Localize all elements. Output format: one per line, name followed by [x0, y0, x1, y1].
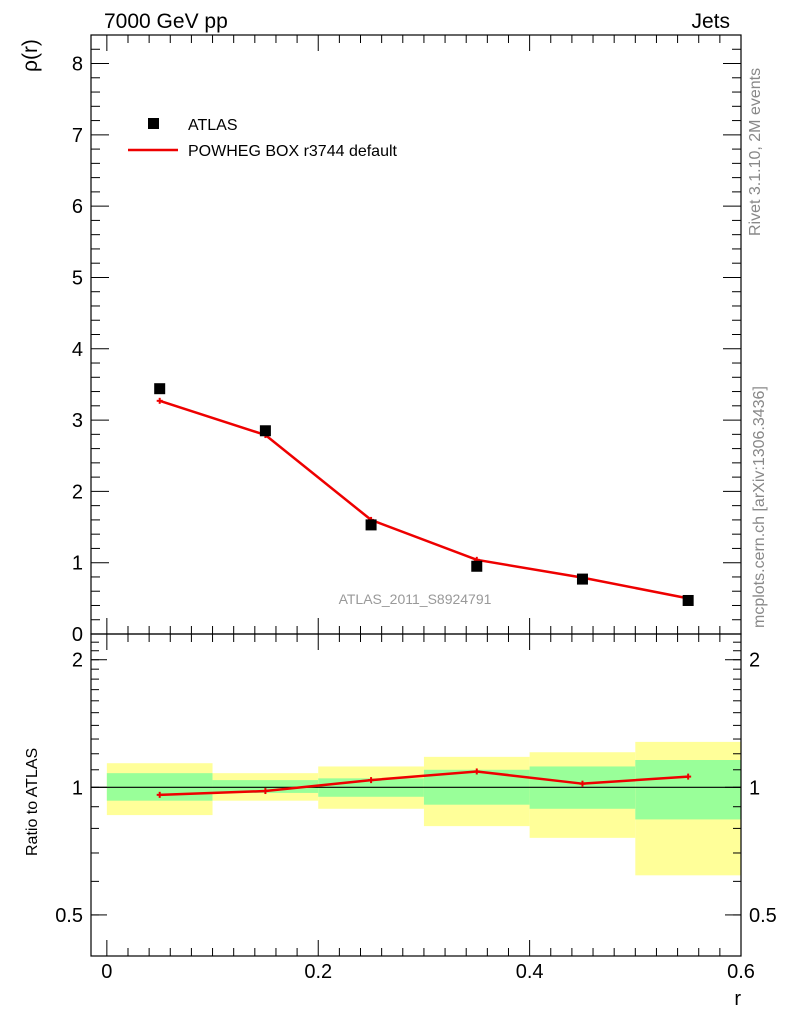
- main-y-tick-label: 0: [72, 624, 83, 646]
- legend: ATLAS POWHEG BOX r3744 default: [128, 117, 398, 160]
- ratio-y-tick-label-right: 0.5: [749, 905, 777, 927]
- ratio-y-tick-label-right: 2: [749, 650, 760, 672]
- ratio-inner-uncertainty-band: [212, 780, 319, 793]
- atlas-data-point: [576, 573, 588, 585]
- ratio-inner-uncertainty-band: [635, 760, 741, 820]
- ratio-y-tick-label-left: 1: [72, 777, 83, 799]
- main-y-tick-label: 6: [72, 196, 83, 218]
- x-tick-label: 0.2: [304, 961, 332, 983]
- ratio-y-tick-label-right: 1: [749, 777, 760, 799]
- legend-label-powheg: POWHEG BOX r3744 default: [188, 143, 398, 160]
- ratio-plot-panel: 0.5 0.5 1 1 2 2 0 0.2 0.4 0.6 Ratio to ATLAS r: [24, 633, 777, 1010]
- atlas-data-point: [682, 594, 694, 606]
- main-y-tick-label: 1: [72, 553, 83, 575]
- atlas-data-point: [154, 383, 166, 395]
- legend-marker-atlas: [148, 118, 159, 129]
- legend-label-atlas: ATLAS: [188, 117, 238, 134]
- main-y-tick-label: 4: [72, 339, 83, 361]
- main-y-tick-label: 8: [72, 54, 83, 76]
- ratio-y-axis-label: Ratio to ATLAS: [24, 748, 41, 856]
- x-axis-label: r: [734, 988, 741, 1010]
- rivet-version-label: Rivet 3.1.10, 2M events: [747, 68, 764, 236]
- header-right-title: Jets: [691, 10, 730, 33]
- mcplots-label: mcplots.cern.ch [arXiv:1306.3436]: [751, 386, 768, 628]
- ratio-y-tick-label-left: 2: [72, 650, 83, 672]
- ratio-plot-frame: [90, 633, 742, 957]
- main-plot-panel: 0 1 2 3 4 5 6 7 8 ATLAS_2011_S8924791 ρ(r) ATLAS…: [19, 34, 742, 646]
- x-tick-label: 0: [101, 961, 112, 983]
- main-y-axis-label: ρ(r): [19, 39, 42, 72]
- analysis-id-label: ATLAS_2011_S8924791: [339, 591, 492, 607]
- powheg-series-line: [159, 399, 689, 600]
- atlas-data-point: [471, 560, 483, 572]
- header-left-title: 7000 GeV pp: [104, 10, 228, 33]
- ratio-y-tick-label-left: 0.5: [55, 905, 83, 927]
- main-y-tick-label: 7: [72, 125, 83, 147]
- main-y-tick-label: 5: [72, 267, 83, 289]
- atlas-data-point: [365, 519, 377, 531]
- ratio-powheg-line: [159, 770, 689, 797]
- atlas-data-point: [259, 425, 271, 437]
- x-tick-label: 0.6: [727, 961, 755, 983]
- main-y-tick-label: 3: [72, 410, 83, 432]
- x-tick-label: 0.4: [516, 961, 544, 983]
- main-y-tick-label: 2: [72, 481, 83, 503]
